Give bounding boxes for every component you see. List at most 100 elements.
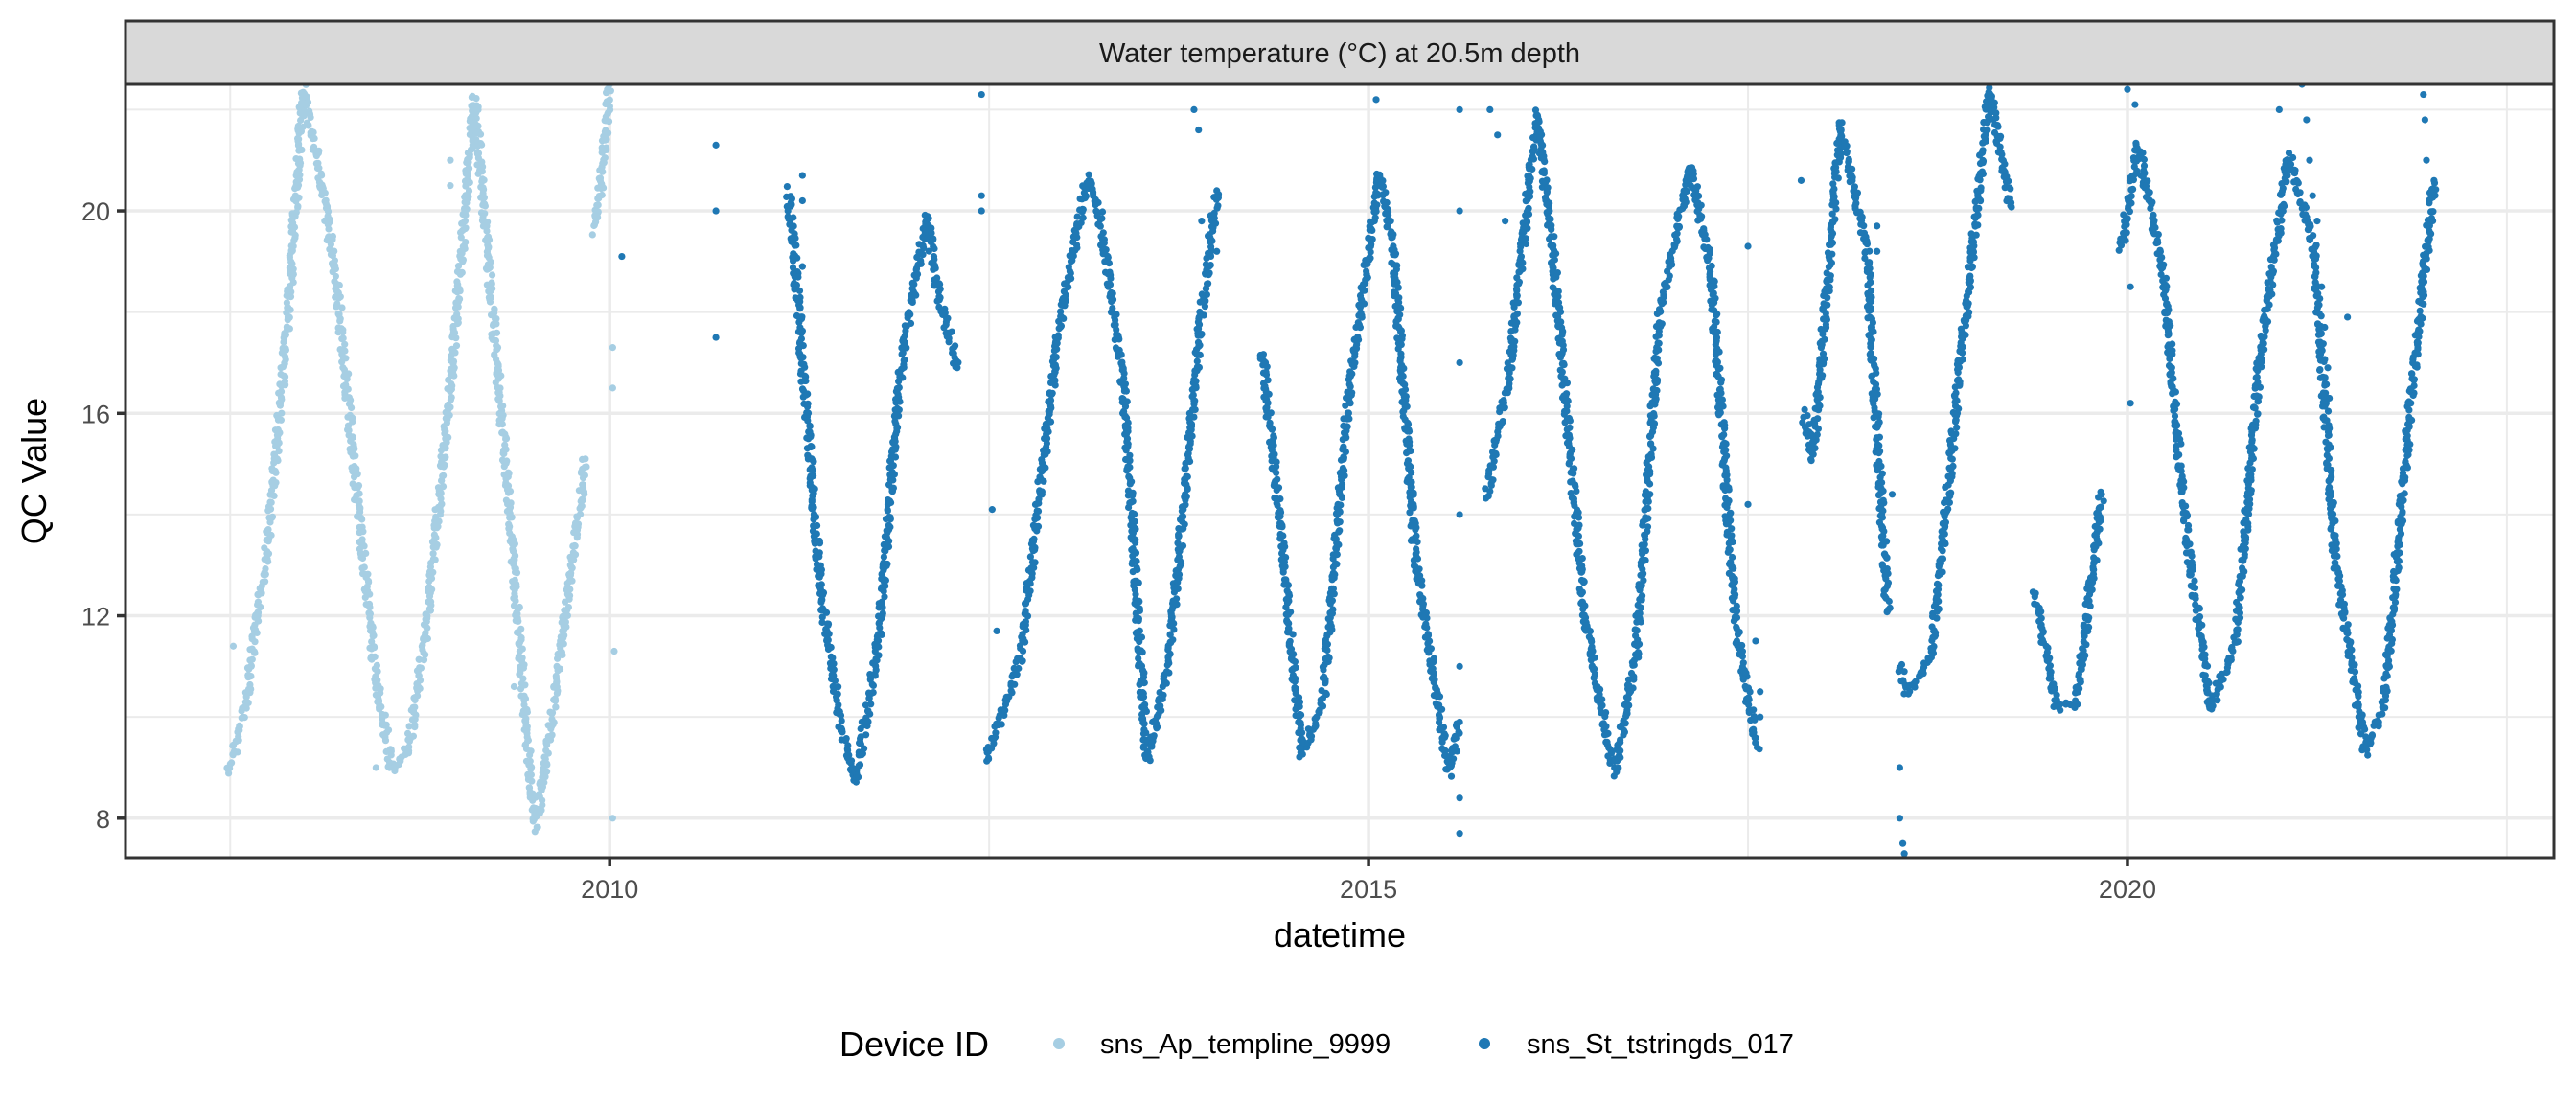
data-point <box>1617 753 1624 762</box>
data-point <box>1819 350 1828 357</box>
data-point <box>1115 353 1122 360</box>
data-point <box>1622 710 1630 718</box>
data-point <box>1671 231 1679 239</box>
data-point <box>1351 359 1359 367</box>
data-point <box>564 611 572 620</box>
data-point <box>242 704 250 712</box>
data-point <box>1556 366 1564 374</box>
data-point <box>1098 215 1106 222</box>
data-point <box>1543 200 1551 208</box>
data-point <box>505 525 513 533</box>
data-point <box>1377 182 1385 190</box>
data-point <box>1022 618 1029 626</box>
data-point <box>1085 180 1092 188</box>
data-point <box>1046 390 1053 398</box>
data-point <box>481 210 489 218</box>
data-point <box>1690 175 1698 183</box>
data-point <box>1052 364 1060 372</box>
data-point <box>268 513 277 520</box>
data-point <box>1324 623 1332 631</box>
data-point <box>1175 553 1183 561</box>
data-point <box>1026 580 1034 587</box>
data-point <box>1331 570 1339 579</box>
data-point <box>292 182 300 190</box>
data-point <box>1189 391 1197 399</box>
data-point <box>1284 619 1292 627</box>
outlier-point <box>284 313 292 321</box>
data-point <box>270 450 278 458</box>
data-point <box>1558 337 1566 345</box>
data-point <box>1318 687 1325 695</box>
data-point <box>803 445 812 452</box>
data-point <box>1800 413 1807 421</box>
data-point <box>1634 649 1642 656</box>
data-point <box>1205 249 1212 257</box>
data-point <box>1194 338 1203 346</box>
data-point <box>405 723 413 730</box>
data-point <box>1558 360 1566 368</box>
data-point <box>372 673 380 680</box>
data-point <box>1299 750 1306 758</box>
data-point <box>558 648 566 656</box>
data-point <box>1330 590 1338 598</box>
data-point <box>312 152 320 160</box>
data-point <box>529 796 537 804</box>
data-point <box>483 227 491 235</box>
data-point <box>341 340 349 348</box>
data-point <box>267 498 275 507</box>
data-point <box>351 473 358 481</box>
data-point <box>1646 419 1654 426</box>
data-point <box>913 270 922 278</box>
data-point <box>552 697 560 704</box>
data-point <box>1566 453 1574 461</box>
data-point <box>264 548 271 556</box>
data-point <box>1963 297 1970 305</box>
data-point <box>1392 289 1400 297</box>
data-point <box>1538 169 1546 176</box>
data-point <box>1437 724 1444 732</box>
data-point <box>271 467 279 475</box>
data-point <box>1329 585 1337 593</box>
data-point <box>1399 380 1407 387</box>
data-point <box>1128 478 1136 486</box>
data-point <box>1426 637 1434 645</box>
data-point <box>992 729 1000 737</box>
data-point <box>829 655 837 662</box>
data-point <box>601 154 609 162</box>
data-point <box>494 362 502 370</box>
data-point <box>1823 313 1830 322</box>
data-point <box>325 225 333 233</box>
data-point <box>226 760 234 768</box>
data-point <box>1113 326 1120 334</box>
data-point <box>1413 545 1420 553</box>
data-point <box>1030 535 1038 543</box>
data-point <box>372 679 380 687</box>
data-point <box>322 196 330 204</box>
data-point <box>1935 569 1943 577</box>
data-point <box>1162 679 1170 687</box>
data-point <box>1292 690 1300 698</box>
data-point <box>376 704 383 712</box>
outlier-point <box>374 698 381 705</box>
data-point <box>474 170 482 177</box>
data-point <box>1939 547 1946 555</box>
data-point <box>466 178 473 186</box>
data-point <box>1207 262 1214 269</box>
data-point <box>1690 167 1697 174</box>
data-point <box>358 516 366 523</box>
data-point <box>1346 382 1354 390</box>
data-point <box>513 569 521 577</box>
data-point <box>795 287 804 294</box>
data-point <box>808 486 816 494</box>
data-point <box>1819 372 1827 380</box>
data-point <box>1214 202 1222 210</box>
data-point <box>519 681 527 689</box>
data-point <box>1419 613 1427 621</box>
data-point <box>514 629 521 636</box>
data-point <box>1341 429 1348 437</box>
data-point <box>801 377 809 384</box>
data-point <box>1346 400 1354 407</box>
data-point <box>282 346 289 354</box>
data-point <box>1036 466 1044 473</box>
data-point <box>1214 194 1222 201</box>
